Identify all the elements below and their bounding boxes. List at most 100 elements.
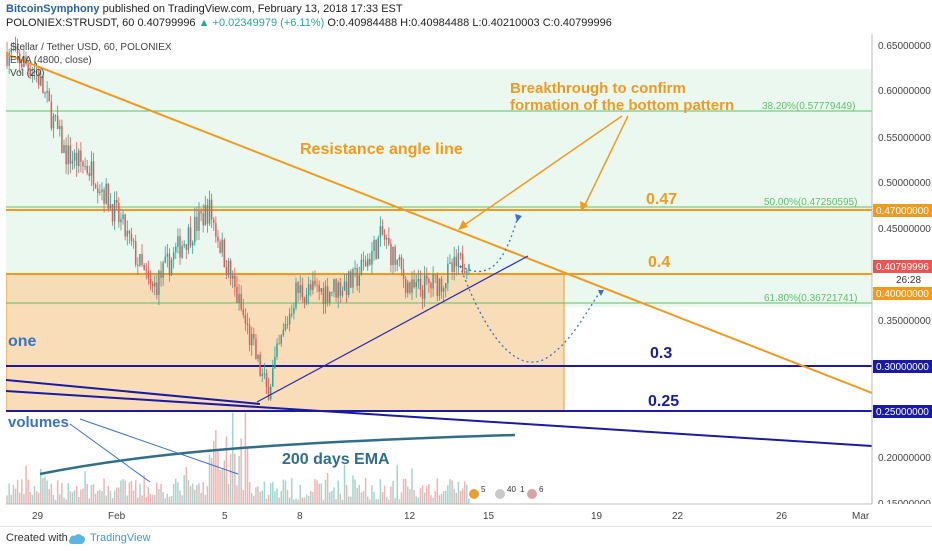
event-flag-icon[interactable] — [495, 489, 505, 499]
candle-body — [392, 246, 394, 266]
price-axis[interactable]: 0.65000000 0.60000000 0.55000000 0.50000… — [871, 34, 932, 510]
candles — [6, 36, 470, 401]
candle-body — [415, 282, 417, 288]
candle-body — [179, 236, 181, 258]
volume-bar — [430, 495, 432, 504]
price-tag-040-text: 0.40000000 — [876, 289, 929, 300]
volume-bar — [265, 498, 268, 504]
price-chart[interactable]: Breakthrough to confirm formation of the… — [0, 34, 932, 526]
candle-body — [219, 241, 221, 253]
volume-bar — [149, 494, 152, 504]
price-tag-last-text: 0.40799996 — [876, 262, 929, 273]
candle-body — [396, 260, 398, 265]
candle-body — [202, 213, 204, 226]
candle-body — [316, 284, 318, 286]
candle-body — [419, 279, 422, 290]
volume-bar — [411, 468, 413, 504]
candle-body — [417, 279, 420, 283]
candle-body — [92, 161, 95, 185]
candle-body — [124, 214, 126, 237]
volume-bar — [244, 412, 247, 504]
up-arrow-icon: ▲ — [198, 17, 210, 29]
candle-body — [141, 253, 143, 265]
volume-bar — [122, 478, 124, 504]
candle-body — [63, 145, 65, 153]
volume-bar — [388, 499, 390, 504]
volume-bar — [324, 479, 327, 504]
volume-bar — [385, 497, 388, 504]
fib-382-label: 38.20%(0.57779449) — [762, 101, 855, 112]
volume-bar — [37, 492, 40, 504]
candle-body — [257, 354, 259, 360]
candle-body — [99, 191, 101, 193]
volume-bar — [301, 497, 304, 504]
volume-bar — [200, 492, 202, 504]
tradingview-brand[interactable]: TradingView — [90, 532, 151, 544]
volume-bar — [25, 465, 27, 504]
volume-bar — [449, 479, 451, 504]
volume-bar — [10, 494, 13, 504]
volume-bar — [6, 495, 8, 504]
candle-body — [407, 282, 409, 293]
candle-body — [54, 115, 57, 117]
volume-bar — [291, 478, 293, 504]
volume-bar — [343, 464, 346, 504]
candle-body — [40, 76, 42, 86]
candle-body — [181, 245, 183, 258]
price-tag-047 — [873, 204, 932, 217]
volume-bar — [366, 496, 369, 504]
volume-bar — [404, 478, 407, 504]
candle-body — [145, 269, 147, 272]
volume-bar — [42, 478, 44, 504]
volume-bar — [354, 479, 356, 504]
volume-bar — [223, 460, 226, 504]
volume-bar — [398, 499, 401, 504]
resistance-angle-line — [6, 53, 872, 394]
candle-body — [170, 259, 173, 276]
candle-body — [329, 291, 331, 303]
time-axis[interactable]: 29 Feb 5 8 12 15 19 22 26 Mar — [6, 503, 932, 526]
event-flag-icon[interactable] — [469, 489, 479, 499]
x-tick-label: 15 — [483, 511, 495, 522]
candle-body — [105, 183, 107, 204]
volume-bar — [417, 497, 420, 504]
fib-500-label: 50.00%(0.47250595) — [764, 197, 857, 208]
candle-body — [94, 184, 97, 189]
volume-bar — [172, 483, 175, 504]
volume-bar — [409, 489, 411, 504]
volume-bar — [369, 499, 371, 504]
candle-body — [236, 286, 238, 303]
volume-bar — [196, 485, 198, 504]
volume-bar — [187, 480, 190, 504]
volume-bar — [191, 483, 194, 504]
price-tag-040 — [873, 287, 932, 300]
volume-bar — [14, 488, 17, 504]
x-tick-label: 12 — [404, 511, 416, 522]
volume-bar — [400, 492, 403, 504]
x-tick-label: 26 — [776, 511, 788, 522]
tradingview-cloud-icon[interactable] — [68, 533, 86, 545]
candle-body — [33, 70, 36, 73]
volume-bar — [453, 488, 455, 504]
candle-body — [206, 205, 209, 224]
event-count: 5 — [481, 485, 486, 494]
candle-body — [14, 45, 17, 51]
candle-body — [139, 253, 141, 266]
volume-bar — [278, 497, 280, 504]
candle-body — [318, 285, 320, 292]
time-axis-bg[interactable] — [6, 504, 932, 526]
candle-body — [305, 295, 308, 303]
volume-bar — [297, 499, 299, 504]
candle-body — [210, 199, 213, 220]
volume-bar — [293, 499, 295, 504]
event-flag-icon[interactable] — [527, 489, 537, 499]
volume-bar — [229, 453, 232, 504]
candle-body — [97, 188, 99, 193]
candle-body — [82, 161, 84, 167]
author-name[interactable]: BitcoinSymphony — [6, 3, 100, 15]
candle-body — [71, 160, 74, 164]
price-tag-025-text: 0.25000000 — [876, 407, 929, 418]
candle-body — [379, 226, 382, 238]
volume-bar — [242, 490, 245, 504]
event-markers[interactable]: 5 40 1 6 — [469, 485, 544, 499]
